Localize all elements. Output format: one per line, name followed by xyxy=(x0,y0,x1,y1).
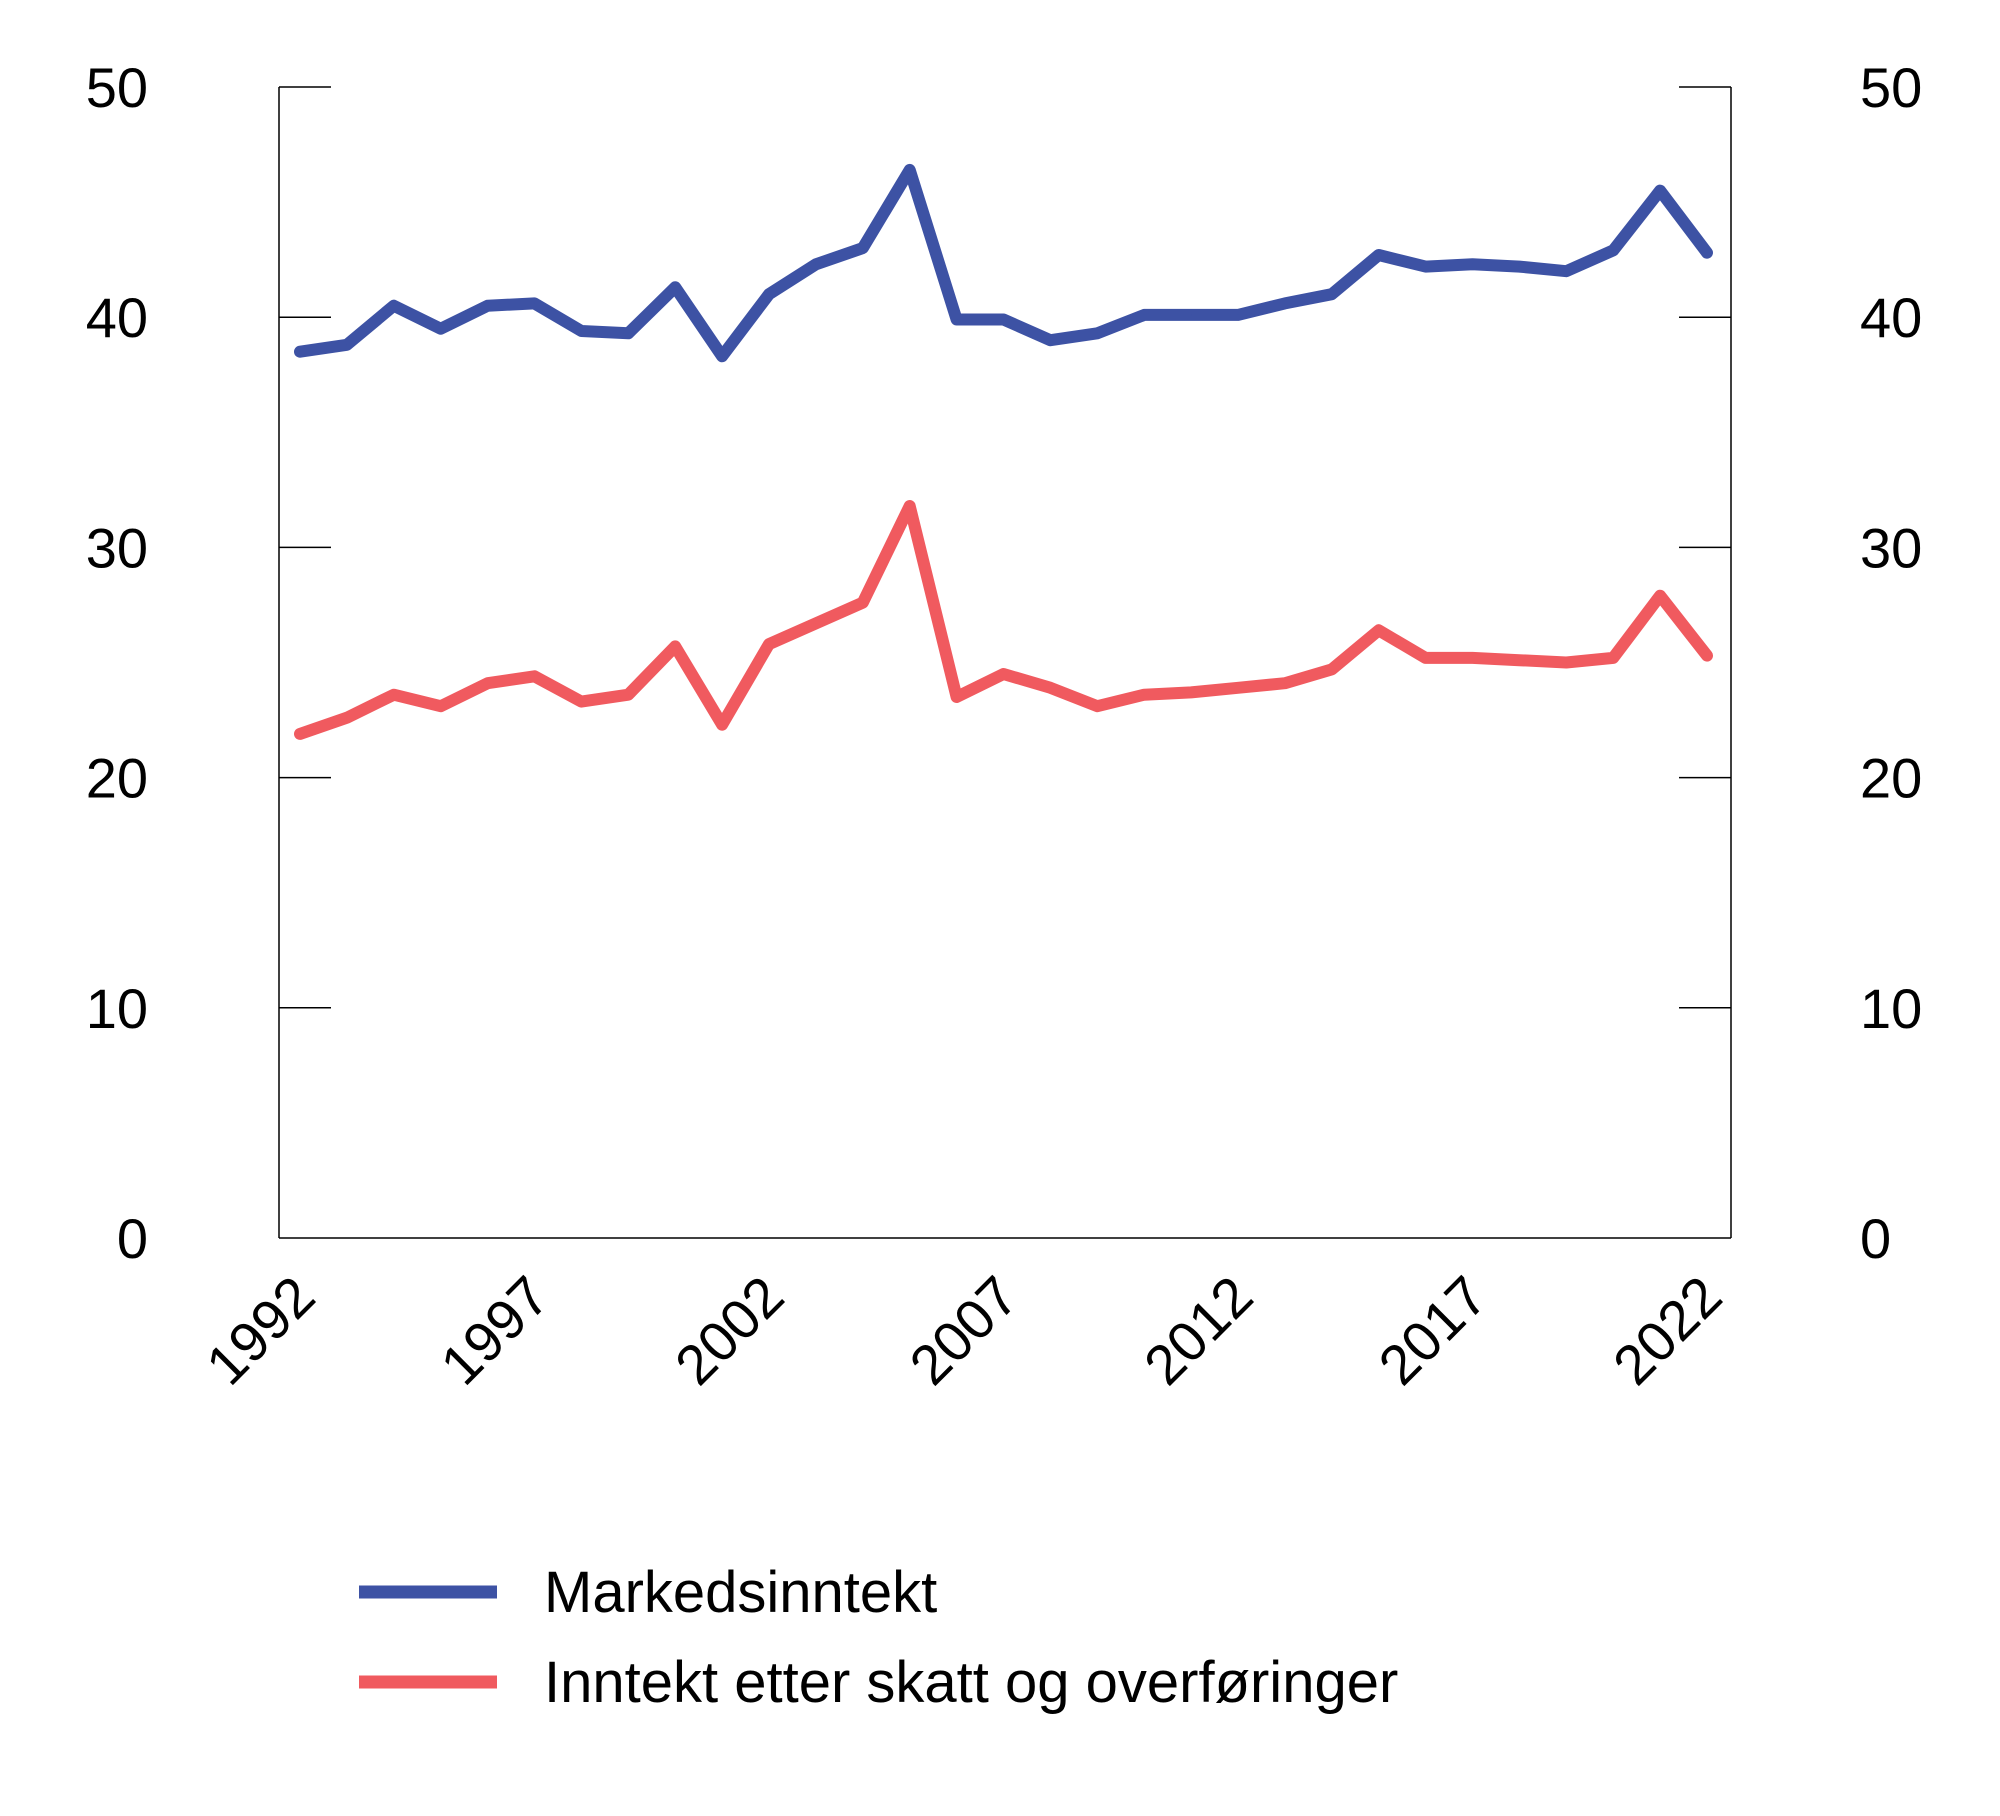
data-point xyxy=(1237,314,1239,316)
left-y-tick-label: 0 xyxy=(117,1207,148,1270)
series-line-0 xyxy=(294,163,1713,363)
data-point xyxy=(627,694,629,696)
data-point xyxy=(1237,687,1239,689)
left-y-tick-label: 10 xyxy=(86,977,148,1040)
data-point xyxy=(1659,190,1661,192)
data-point xyxy=(768,643,770,645)
data-point xyxy=(1518,659,1520,661)
data-point xyxy=(1472,263,1473,265)
right-y-tick-label: 30 xyxy=(1860,516,1922,579)
right-y-tick-label: 0 xyxy=(1860,1207,1891,1270)
data-point xyxy=(956,696,958,698)
data-point xyxy=(768,293,770,295)
left-y-tick-label: 30 xyxy=(86,516,148,579)
data-point xyxy=(1425,657,1427,659)
data-point xyxy=(1331,668,1333,670)
data-point xyxy=(721,355,723,357)
data-point xyxy=(580,701,582,703)
data-point xyxy=(487,682,489,684)
data-point xyxy=(1190,314,1192,316)
data-point xyxy=(1612,657,1614,659)
data-point xyxy=(815,622,817,624)
data-point xyxy=(1049,687,1051,689)
x-tick-label: 2007 xyxy=(897,1264,1030,1397)
legend-label-0: Markedsinntekt xyxy=(544,1560,937,1625)
data-point xyxy=(393,305,395,307)
data-point xyxy=(1706,252,1708,254)
data-point xyxy=(1378,254,1380,256)
x-tick-label: 1997 xyxy=(428,1264,561,1397)
data-point xyxy=(299,351,301,353)
data-point xyxy=(674,645,676,647)
x-tick-label: 2022 xyxy=(1601,1264,1734,1397)
x-tick-label: 2017 xyxy=(1366,1264,1499,1397)
data-point xyxy=(627,332,629,334)
data-point xyxy=(440,705,442,707)
data-point xyxy=(534,675,535,677)
data-point xyxy=(346,717,348,719)
data-point xyxy=(299,733,301,735)
data-point xyxy=(1003,319,1004,321)
left-y-tick-label: 20 xyxy=(86,747,148,810)
right-y-tick-label: 50 xyxy=(1860,56,1922,119)
data-point xyxy=(534,302,535,304)
x-tick-label: 2002 xyxy=(663,1264,796,1397)
data-point xyxy=(862,602,864,604)
left-y-tick-label: 40 xyxy=(86,286,148,349)
data-point xyxy=(1284,682,1286,684)
data-point xyxy=(1003,673,1004,675)
data-point xyxy=(487,305,489,307)
data-point xyxy=(1331,293,1333,295)
data-point xyxy=(1659,595,1661,597)
data-point xyxy=(1565,662,1567,663)
data-point xyxy=(1472,657,1473,659)
legend-label-1: Inntekt etter skatt og overføringer xyxy=(544,1650,1398,1715)
x-tick-label: 2012 xyxy=(1132,1264,1265,1397)
data-point xyxy=(1096,332,1098,334)
data-point xyxy=(1612,249,1614,251)
data-point xyxy=(1143,694,1145,696)
data-point xyxy=(909,505,911,507)
data-point xyxy=(580,330,582,332)
data-point xyxy=(1425,266,1427,268)
data-point xyxy=(1143,314,1145,316)
right-y-tick-label: 20 xyxy=(1860,747,1922,810)
data-point xyxy=(1706,655,1708,657)
legend: Markedsinntekt Inntekt etter skatt og ove… xyxy=(359,1560,1398,1715)
series-group xyxy=(294,163,1713,740)
data-point xyxy=(674,286,676,288)
data-point xyxy=(721,724,723,726)
left-y-tick-label: 50 xyxy=(86,56,148,119)
data-point xyxy=(1378,629,1380,631)
data-point xyxy=(393,694,395,696)
right-y-tick-label: 10 xyxy=(1860,977,1922,1040)
data-point xyxy=(862,247,864,249)
x-tick-label: 1992 xyxy=(194,1264,327,1397)
data-point xyxy=(1284,302,1286,304)
series-line-1 xyxy=(294,500,1713,740)
data-point xyxy=(440,328,442,330)
data-point xyxy=(1565,270,1567,272)
data-point xyxy=(956,319,958,321)
data-point xyxy=(346,344,348,346)
axes: 0 0 10 10 20 20 30 30 40 40 50 50 1992 1997 2002 2007 20… xyxy=(86,56,1923,1397)
data-point xyxy=(1190,691,1192,693)
data-point xyxy=(1049,339,1051,341)
data-point xyxy=(1518,266,1520,268)
right-y-tick-label: 40 xyxy=(1860,286,1922,349)
data-point xyxy=(815,263,817,265)
data-point xyxy=(1096,705,1098,707)
data-point xyxy=(909,169,911,171)
